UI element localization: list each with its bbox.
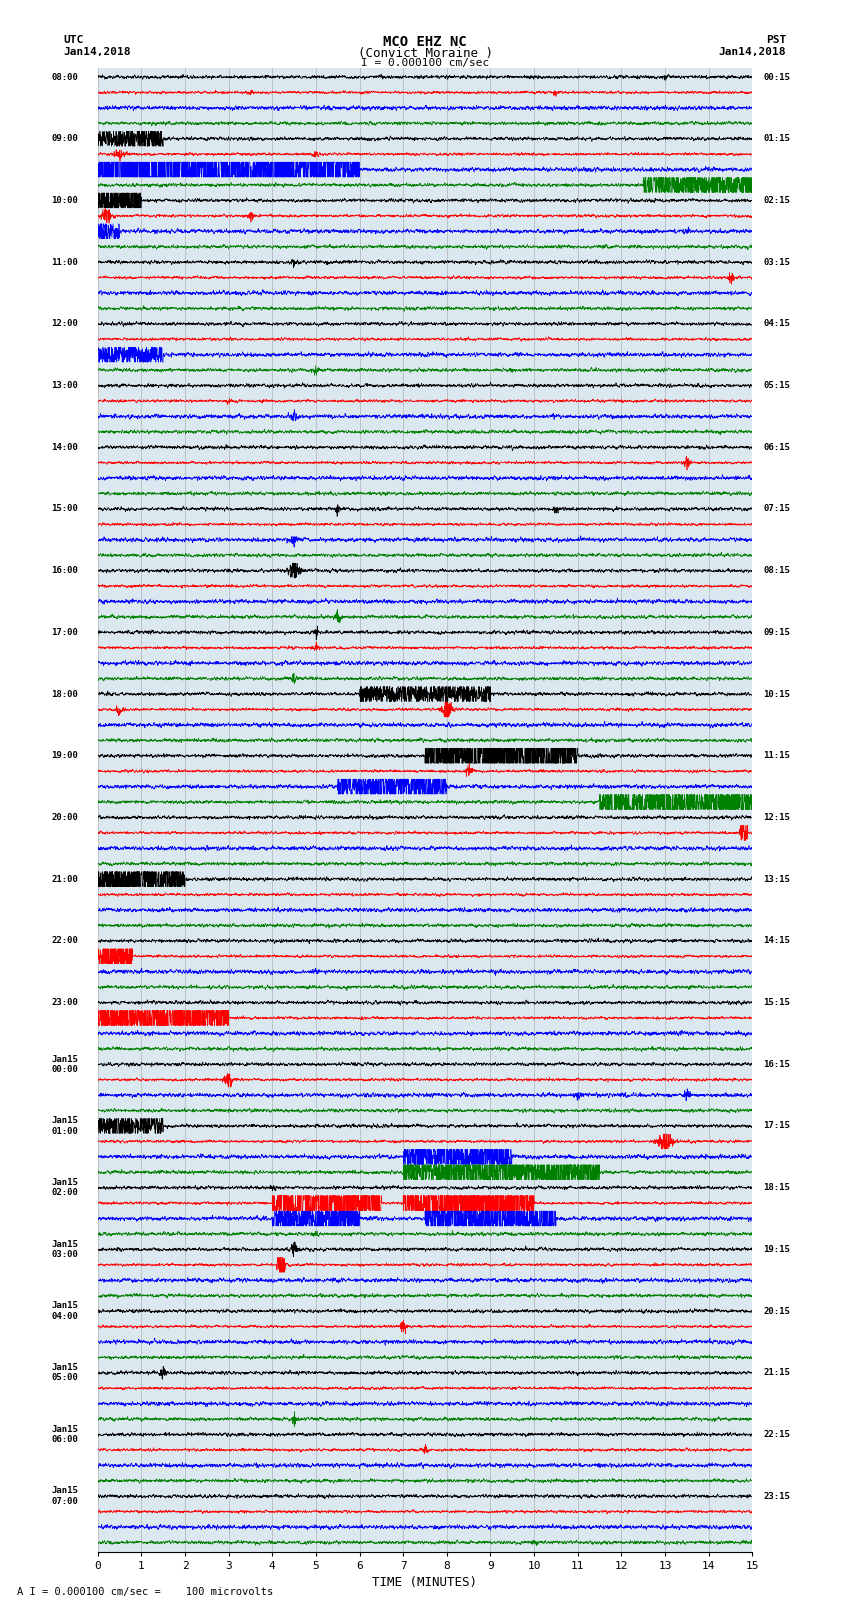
Text: PST: PST <box>766 35 786 45</box>
Text: 02:15: 02:15 <box>763 195 790 205</box>
Text: 11:15: 11:15 <box>763 752 790 760</box>
Text: A I = 0.000100 cm/sec =    100 microvolts: A I = 0.000100 cm/sec = 100 microvolts <box>17 1587 273 1597</box>
Text: 18:00: 18:00 <box>51 689 78 698</box>
Text: 18:15: 18:15 <box>763 1184 790 1192</box>
Text: UTC: UTC <box>64 35 84 45</box>
Text: Jan15
04:00: Jan15 04:00 <box>51 1302 78 1321</box>
Text: Jan15
05:00: Jan15 05:00 <box>51 1363 78 1382</box>
Text: 15:15: 15:15 <box>763 998 790 1007</box>
Text: 13:00: 13:00 <box>51 381 78 390</box>
Text: 08:15: 08:15 <box>763 566 790 576</box>
Text: 16:00: 16:00 <box>51 566 78 576</box>
Text: Jan15
07:00: Jan15 07:00 <box>51 1487 78 1507</box>
Text: Jan14,2018: Jan14,2018 <box>64 47 131 56</box>
Text: I = 0.000100 cm/sec: I = 0.000100 cm/sec <box>361 58 489 68</box>
Text: 20:00: 20:00 <box>51 813 78 823</box>
Text: 05:15: 05:15 <box>763 381 790 390</box>
Text: 08:00: 08:00 <box>51 73 78 82</box>
Text: 10:15: 10:15 <box>763 689 790 698</box>
X-axis label: TIME (MINUTES): TIME (MINUTES) <box>372 1576 478 1589</box>
Text: 13:15: 13:15 <box>763 874 790 884</box>
Text: MCO EHZ NC: MCO EHZ NC <box>383 35 467 50</box>
Text: 10:00: 10:00 <box>51 195 78 205</box>
Text: 21:15: 21:15 <box>763 1368 790 1378</box>
Text: Jan15
03:00: Jan15 03:00 <box>51 1240 78 1260</box>
Text: 09:00: 09:00 <box>51 134 78 144</box>
Text: 15:00: 15:00 <box>51 505 78 513</box>
Text: 21:00: 21:00 <box>51 874 78 884</box>
Text: 12:00: 12:00 <box>51 319 78 329</box>
Text: 12:15: 12:15 <box>763 813 790 823</box>
Text: 04:15: 04:15 <box>763 319 790 329</box>
Text: 20:15: 20:15 <box>763 1307 790 1316</box>
Text: Jan15
00:00: Jan15 00:00 <box>51 1055 78 1074</box>
Text: Jan15
02:00: Jan15 02:00 <box>51 1177 78 1197</box>
Text: 22:15: 22:15 <box>763 1431 790 1439</box>
Text: 00:15: 00:15 <box>763 73 790 82</box>
Text: 01:15: 01:15 <box>763 134 790 144</box>
Text: 06:15: 06:15 <box>763 442 790 452</box>
Text: (Convict Moraine ): (Convict Moraine ) <box>358 47 492 60</box>
Text: 23:15: 23:15 <box>763 1492 790 1500</box>
Text: 07:15: 07:15 <box>763 505 790 513</box>
Text: 11:00: 11:00 <box>51 258 78 266</box>
Text: 19:00: 19:00 <box>51 752 78 760</box>
Text: 17:00: 17:00 <box>51 627 78 637</box>
Text: 14:00: 14:00 <box>51 442 78 452</box>
Text: 23:00: 23:00 <box>51 998 78 1007</box>
Text: Jan15
06:00: Jan15 06:00 <box>51 1424 78 1444</box>
Text: 22:00: 22:00 <box>51 936 78 945</box>
Text: 09:15: 09:15 <box>763 627 790 637</box>
Text: 16:15: 16:15 <box>763 1060 790 1069</box>
Text: 14:15: 14:15 <box>763 936 790 945</box>
Text: Jan15
01:00: Jan15 01:00 <box>51 1116 78 1136</box>
Text: Jan14,2018: Jan14,2018 <box>719 47 786 56</box>
Text: 19:15: 19:15 <box>763 1245 790 1253</box>
Text: 03:15: 03:15 <box>763 258 790 266</box>
Text: 17:15: 17:15 <box>763 1121 790 1131</box>
